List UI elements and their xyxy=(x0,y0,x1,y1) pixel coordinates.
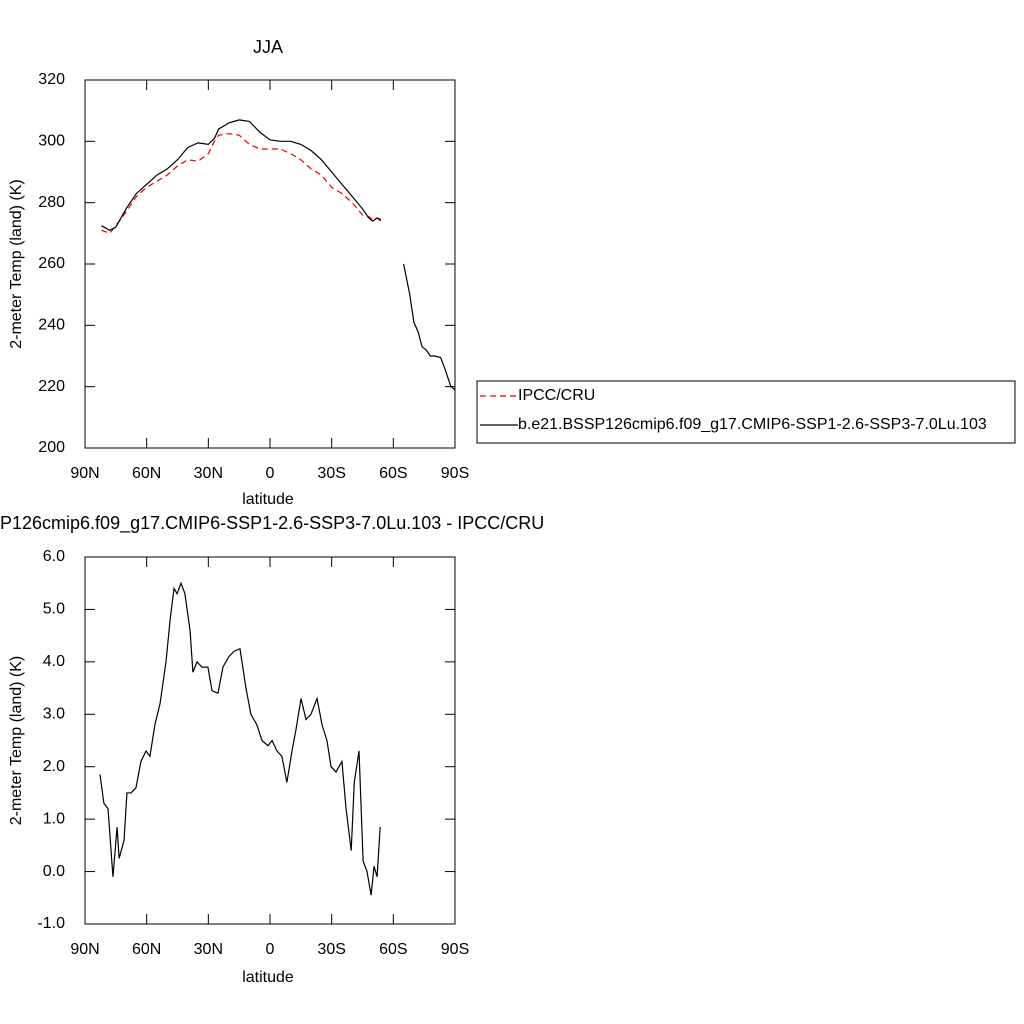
y-tick-label: 2.0 xyxy=(43,758,65,775)
chart-title: P126cmip6.f09_g17.CMIP6-SSP1-2.6-SSP3-7.… xyxy=(0,513,544,534)
x-tick-label: 90N xyxy=(70,465,99,482)
legend-label: IPCC/CRU xyxy=(518,387,595,404)
x-axis-label: latitude xyxy=(242,491,294,508)
y-tick-label: 280 xyxy=(38,194,65,211)
x-tick-label: 60N xyxy=(132,465,161,482)
legend-label: b.e21.BSSP126cmip6.f09_g17.CMIP6-SSP1-2.… xyxy=(518,416,987,433)
x-tick-label: 30N xyxy=(194,941,223,958)
y-tick-label: 0.0 xyxy=(43,863,65,880)
data-line xyxy=(101,133,382,235)
data-line xyxy=(101,119,456,391)
y-tick-label: -1.0 xyxy=(37,915,65,932)
x-tick-label: 90S xyxy=(441,941,469,958)
y-tick-label: 6.0 xyxy=(43,548,65,565)
x-tick-label: 30S xyxy=(317,465,345,482)
plot-frame xyxy=(84,79,456,449)
x-tick-label: 60S xyxy=(379,465,407,482)
x-tick-label: 60N xyxy=(132,941,161,958)
x-tick-label: 60S xyxy=(379,941,407,958)
y-tick-label: 3.0 xyxy=(43,706,65,723)
x-axis-label: latitude xyxy=(242,969,294,986)
chart-title: JJA xyxy=(253,37,283,57)
data-line xyxy=(99,581,381,896)
y-tick-label: 260 xyxy=(38,255,65,272)
x-tick-label: 0 xyxy=(266,465,275,482)
x-tick-label: 90N xyxy=(70,941,99,958)
x-tick-label: 30N xyxy=(194,465,223,482)
y-tick-label: 4.0 xyxy=(43,653,65,670)
legend xyxy=(476,380,1016,444)
x-tick-label: 0 xyxy=(266,941,275,958)
y-tick-label: 320 xyxy=(38,71,65,88)
y-tick-label: 5.0 xyxy=(43,601,65,618)
y-tick-label: 300 xyxy=(38,133,65,150)
x-tick-label: 90S xyxy=(441,465,469,482)
y-tick-label: 240 xyxy=(38,317,65,334)
plot-frame xyxy=(84,556,456,925)
y-tick-label: 200 xyxy=(38,439,65,456)
x-tick-label: 30S xyxy=(317,941,345,958)
y-tick-label: 220 xyxy=(38,378,65,395)
y-tick-label: 1.0 xyxy=(43,810,65,827)
y-axis-label: 2-meter Temp (land) (K) xyxy=(8,656,25,826)
y-axis-label: 2-meter Temp (land) (K) xyxy=(8,179,25,349)
